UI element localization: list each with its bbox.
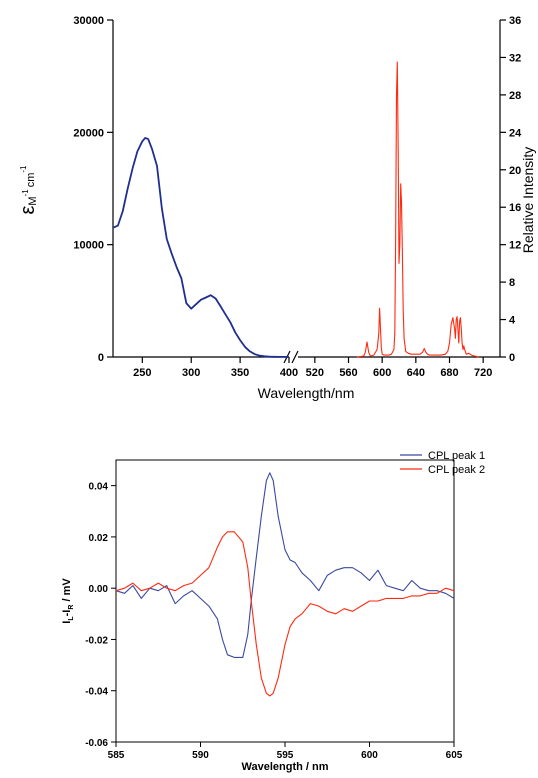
chart-a-right-ytick-label: 24: [509, 127, 522, 139]
chart-b-frame: [115, 459, 455, 743]
chart-a-xtick-label: 720: [474, 367, 492, 379]
chart-a-right-y-ticks: 0 4 8 12 16 20 24 28 32 36: [500, 15, 522, 364]
chart-a-x-ticks: 250 300 350 400 520 560 600 640 680 720: [133, 357, 492, 379]
chart-a-left-ytick-label: 0: [98, 352, 104, 364]
chart-a-xtick-label: 350: [231, 367, 249, 379]
chart-a-xtick-label: 560: [339, 367, 357, 379]
chart-a-xtick-label: 400: [280, 367, 298, 379]
chart-b-y-title: IL-IR / mV: [61, 578, 75, 624]
chart-b-ytick-label: -0.06: [85, 738, 108, 749]
chart-a-xtick-label: 680: [440, 367, 458, 379]
chart-a-right-ytick-label: 12: [509, 240, 521, 252]
chart-b-x-ticks: 585 590 595 600 605: [108, 742, 463, 761]
chart-a-right-ytick-label: 8: [509, 277, 515, 289]
chart-a-left-y-ticks: 0 10000 20000 30000: [73, 15, 113, 364]
chart-b-x-title: Wavelength / nm: [242, 761, 329, 773]
chart-b-series: [115, 472, 455, 697]
chart-a-left-ytick-label: 30000: [73, 15, 104, 27]
chart-b-xtick-label: 605: [446, 750, 463, 761]
cpl-peak-1-line: [115, 472, 455, 658]
chart-b-xtick-label: 595: [277, 750, 294, 761]
chart-a-right-ytick-label: 28: [509, 90, 521, 102]
cpl-chart: -0.06 -0.04 -0.02 0.00 0.02 0.04 585 590 595 600…: [61, 450, 485, 773]
chart-a-left-y-title: εM-1cm-1: [17, 165, 39, 215]
chart-b-xtick-label: 590: [192, 750, 209, 761]
chart-b-xtick-label: 600: [361, 750, 378, 761]
chart-a-left-ytick-label: 10000: [73, 240, 104, 252]
chart-a-xtick-label: 300: [182, 367, 200, 379]
chart-b-y-ticks: -0.06 -0.04 -0.02 0.00 0.02 0.04: [85, 482, 116, 749]
chart-a-x-title: Wavelength/nm: [258, 385, 355, 401]
emission-series-line: [356, 61, 480, 358]
chart-b-xtick-label: 585: [108, 750, 125, 761]
chart-b-ytick-label: 0.02: [89, 533, 109, 544]
chart-a-right-ytick-label: 16: [509, 202, 521, 214]
chart-b-legend: CPL peak 1 CPL peak 2: [400, 450, 485, 476]
chart-a-right-ytick-label: 36: [509, 15, 521, 27]
chart-a-xtick-label: 250: [133, 367, 151, 379]
chart-a-right-y-title: Relative Intensity: [520, 147, 536, 254]
chart-a-series: [112, 61, 480, 358]
chart-a-right-ytick-label: 32: [509, 52, 521, 64]
legend-label-peak-1: CPL peak 1: [428, 450, 485, 462]
absorption-emission-chart: 0 10000 20000 30000 0 4 8 12 16 20 24 28 32 36 250 30…: [17, 15, 536, 401]
chart-a-right-ytick-label: 20: [509, 165, 521, 177]
chart-a-right-ytick-label: 4: [509, 315, 516, 327]
chart-a-right-ytick-label: 0: [509, 352, 515, 364]
chart-a-xtick-label: 600: [373, 367, 391, 379]
chart-a-xtick-label: 520: [306, 367, 324, 379]
absorption-series-line: [112, 137, 290, 358]
chart-b-ytick-label: -0.04: [85, 687, 108, 698]
chart-a-left-ytick-label: 20000: [73, 127, 104, 139]
chart-a-xtick-label: 640: [407, 367, 425, 379]
chart-b-ytick-label: -0.02: [85, 635, 108, 646]
chart-b-ytick-label: 0.00: [89, 584, 109, 595]
chart-b-ytick-label: 0.04: [89, 482, 109, 493]
cpl-peak-2-line: [115, 531, 455, 697]
legend-label-peak-2: CPL peak 2: [428, 464, 485, 476]
